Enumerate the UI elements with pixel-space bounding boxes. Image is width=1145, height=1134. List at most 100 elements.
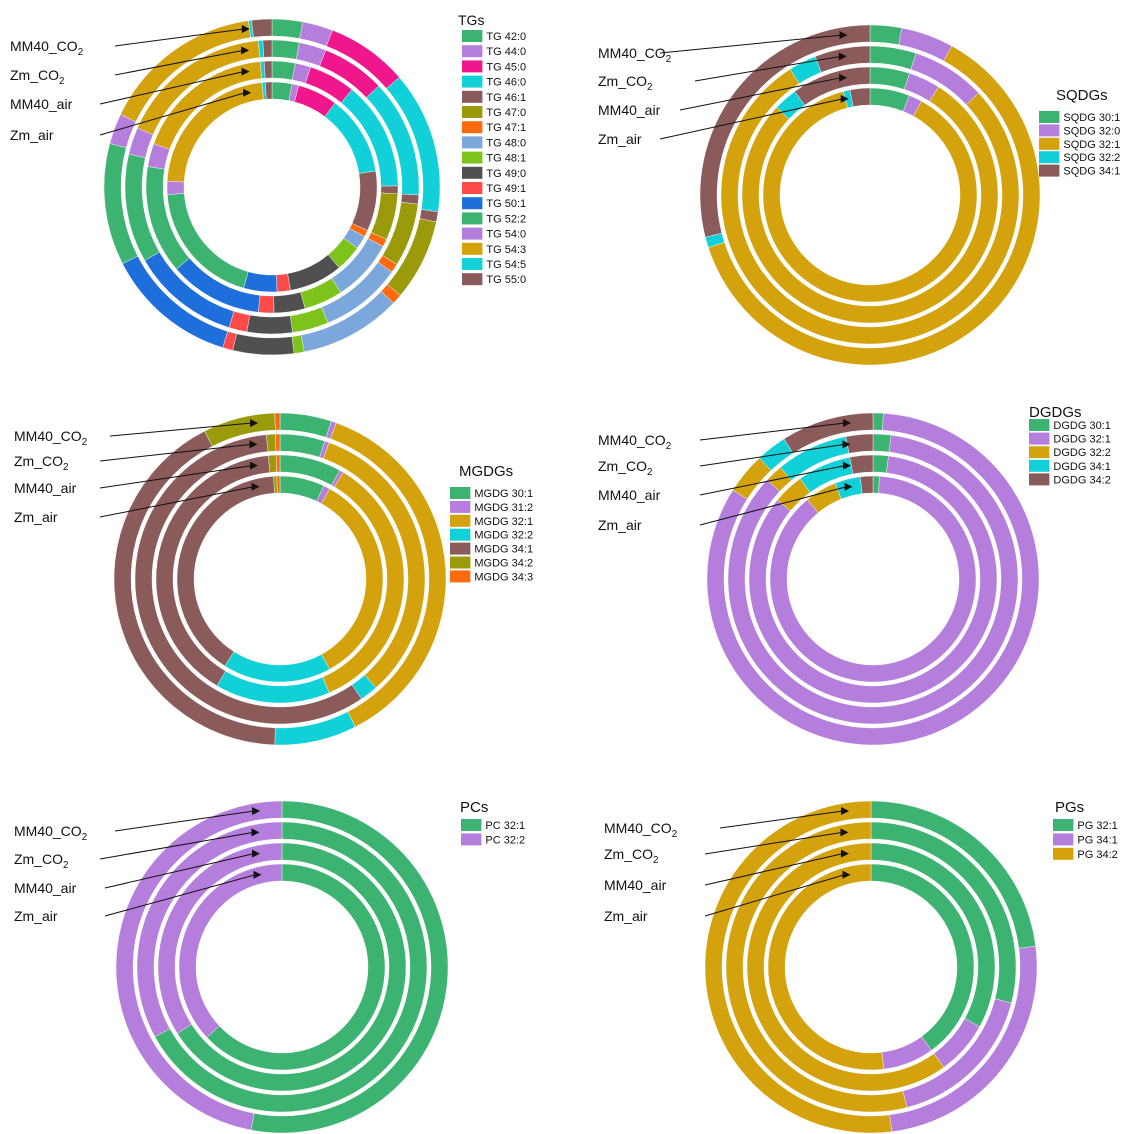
legend-entry: SQDG 30:1 [1063,112,1120,124]
legend-swatch [1039,111,1060,123]
legend-entry: SQDG 34:1 [1063,166,1120,178]
legend-entry: MGDG 34:1 [474,544,533,556]
arrow-head-icon [251,482,260,491]
legend-swatch [1039,137,1060,150]
ring-segment-zm-co-dgdg-32-1 [727,434,1019,725]
ring-label: Zm_air [14,908,58,924]
legend-entry: MGDG 34:3 [474,571,533,583]
legend-swatch [462,197,483,210]
ring-segment-zm-co-sqdg-34-1 [814,45,871,73]
arrow-head-icon [842,870,851,879]
arrow-head-icon [251,828,260,837]
legend-swatch [462,121,483,134]
ring-segment-zm-air-dgdg-32-1 [769,475,977,683]
legend-swatch [462,45,483,58]
legend-swatch [1029,446,1050,459]
ring-pointer-line [679,77,842,111]
ring-segment-mm40-co-mgdg-34-3 [274,412,281,431]
ring-segment-mm40-air-tg-49-1 [258,295,275,314]
legend-entry: SQDG 32:0 [1063,125,1120,137]
ring-segment-zm-air-mgdg-34-3 [276,475,281,494]
legend-swatch [462,212,483,225]
arrow-head-icon [839,73,848,82]
legend-swatch [462,75,483,88]
ring-segment-mm40-air-tg-55-0 [263,60,273,79]
donut-panel-mgdgs: MM40_CO2 Zm_CO2 MM40_air Zm_air MGDGs MGDG 30… [14,412,533,746]
ring-segment-mm40-co-mgdg-30-1 [279,412,332,438]
ring-label: Zm_air [604,908,648,924]
legend-entry: TG 45:0 [486,61,526,73]
legend-swatch [450,528,471,541]
ring-segment-mm40-air-tg-46-1 [380,185,399,195]
legend-entry: SQDG 32:1 [1063,139,1120,151]
ring-label: MM40_CO2 [14,823,87,843]
ring-segment-mm40-air-pc-32-2 [157,842,283,1034]
arrow-head-icon [843,419,852,428]
ring-label: MM40_CO2 [598,432,671,452]
ring-pointer-line [104,853,255,889]
legend-entry: SQDG 32:2 [1063,152,1120,164]
arrow-head-icon [840,828,849,837]
ring-segment-zm-co-tg-48-1 [290,306,329,333]
legend-swatch [1029,459,1050,472]
ring-pointer-line [659,34,842,54]
ring-pointer-line [704,874,845,917]
ring-label: Zm_CO2 [14,851,68,871]
ring-label: Zm_CO2 [604,846,658,866]
legend-title: PGs [1055,799,1084,816]
ring-segment-zm-air-tg-54-3 [166,82,264,183]
ring-segment-zm-co-mgdg-34-2 [266,433,277,452]
ring-pointer-line [99,443,252,462]
ring-segment-zm-air-tg-54-0 [166,180,185,195]
ring-label: MM40_air [14,880,77,896]
legend-swatch [450,500,471,513]
ring-segment-zm-co-sqdg-30-1 [869,45,917,70]
ring-segment-zm-air-tg-55-0 [265,81,273,100]
ring-segment-mm40-air-pg-34-2 [746,842,945,1092]
ring-segment-zm-co-sqdg-32-1 [720,68,1020,345]
legend-entry: DGDG 32:2 [1053,447,1110,459]
legend-swatch [461,833,482,846]
arrow-head-icon [842,440,851,449]
legend-swatch [462,182,483,194]
legend-entry: TG 42:0 [486,31,526,43]
ring-label: Zm_air [598,131,642,147]
legend-swatch [462,60,483,73]
ring-pointer-line [99,465,253,489]
arrow-head-icon [839,31,848,40]
legend-title: DGDGs [1029,404,1082,421]
ring-label: MM40_CO2 [10,38,83,58]
legend-swatch [462,273,483,286]
legend-swatch [462,90,483,103]
legend-swatch [462,106,483,118]
ring-pointer-line [99,831,254,860]
legend-entry: MGDG 31:2 [474,502,533,514]
legend-swatch [1053,819,1074,831]
legend-entry: TG 54:5 [486,259,526,271]
ring-segment-zm-air-tg-42-0 [271,81,293,101]
ring-pointer-line [699,422,846,441]
ring-segment-mm40-air-sqdg-34-1 [794,66,871,106]
legend-entry: MGDG 32:1 [474,516,533,528]
ring-segment-mm40-co-pc-32-1 [250,800,449,1134]
ring-segment-zm-co-dgdg-30-1 [872,433,892,453]
legend-swatch [1053,847,1074,860]
ring-label: Zm_CO2 [14,453,68,473]
ring-segment-zm-air-pc-32-1 [206,863,386,1071]
legend-entry: TG 46:1 [486,92,526,104]
legend-entry: TG 44:0 [486,46,526,58]
legend-entry: TG 52:2 [486,213,526,225]
arrow-head-icon [840,849,849,858]
ring-label: MM40_air [598,487,661,503]
ring-label: MM40_air [604,877,667,893]
legend-swatch [462,151,483,164]
ring-segment-mm40-air-sqdg-32-1 [741,86,999,324]
legend-swatch [462,242,483,255]
legend-entry: MGDG 32:2 [474,530,533,542]
ring-segment-zm-co-mgdg-34-3 [275,433,281,452]
ring-label: Zm_air [10,127,54,143]
legend-entry: TG 47:0 [486,107,526,119]
legend-entry: DGDG 32:1 [1053,434,1110,446]
ring-segment-mm40-co-sqdg-32-1 [708,45,1041,366]
legend-swatch [1029,432,1050,445]
